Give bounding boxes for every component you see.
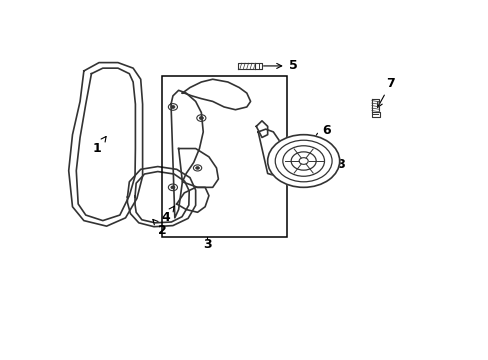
Text: 7: 7 <box>377 77 394 107</box>
Text: 2: 2 <box>153 220 167 237</box>
Polygon shape <box>255 63 262 69</box>
Circle shape <box>267 135 339 187</box>
Text: 6: 6 <box>314 124 330 138</box>
Bar <box>161 76 286 237</box>
Text: 5: 5 <box>259 59 297 72</box>
Text: 4: 4 <box>161 206 174 224</box>
Circle shape <box>195 167 199 169</box>
Circle shape <box>199 117 203 120</box>
Text: 8: 8 <box>329 158 345 171</box>
Text: 3: 3 <box>203 238 211 251</box>
Circle shape <box>170 105 175 108</box>
Text: 1: 1 <box>93 136 106 155</box>
Polygon shape <box>371 112 379 117</box>
Circle shape <box>170 186 175 189</box>
